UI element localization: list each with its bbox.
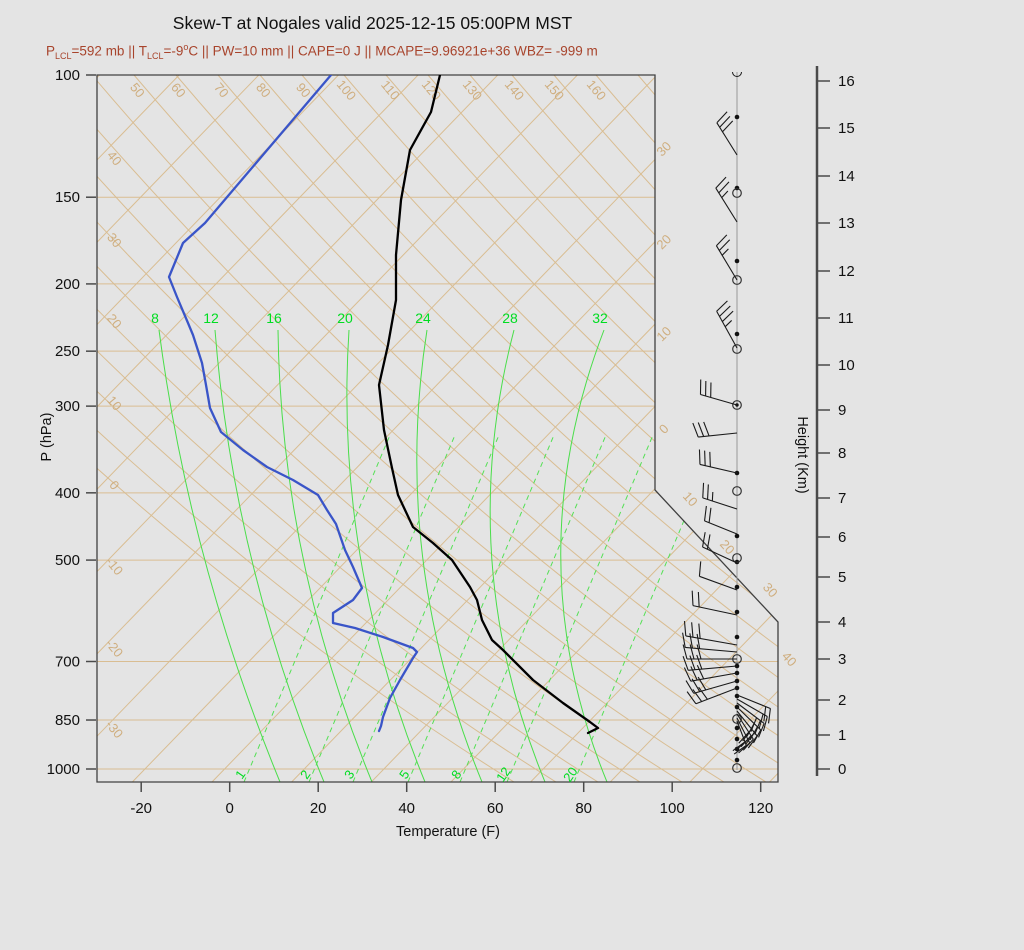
subtitle-seg2: =-9 bbox=[163, 43, 184, 59]
svg-text:2: 2 bbox=[838, 692, 846, 709]
svg-text:9: 9 bbox=[838, 402, 846, 419]
svg-text:32: 32 bbox=[592, 310, 608, 326]
subtitle-degree: o bbox=[183, 42, 189, 52]
svg-text:8: 8 bbox=[151, 310, 159, 326]
svg-text:-20: -20 bbox=[130, 800, 152, 817]
svg-text:20: 20 bbox=[653, 231, 674, 252]
svg-text:16: 16 bbox=[266, 310, 282, 326]
svg-text:120: 120 bbox=[419, 77, 444, 103]
svg-text:12: 12 bbox=[203, 310, 219, 326]
pressure-axis-title: P (hPa) bbox=[39, 412, 55, 462]
svg-text:100: 100 bbox=[660, 800, 685, 817]
height-axis-title: Height (Km) bbox=[794, 416, 810, 494]
svg-text:500: 500 bbox=[55, 552, 80, 569]
x-axis-title: Temperature (F) bbox=[396, 824, 500, 840]
svg-text:15: 15 bbox=[838, 120, 855, 137]
svg-text:24: 24 bbox=[415, 310, 431, 326]
svg-text:700: 700 bbox=[55, 653, 80, 670]
svg-text:-10: -10 bbox=[103, 554, 127, 578]
svg-text:0: 0 bbox=[106, 478, 122, 493]
svg-text:400: 400 bbox=[55, 485, 80, 502]
svg-text:140: 140 bbox=[502, 77, 527, 103]
svg-text:80: 80 bbox=[253, 80, 274, 101]
svg-text:10: 10 bbox=[838, 357, 855, 374]
svg-text:250: 250 bbox=[55, 343, 80, 360]
svg-text:7: 7 bbox=[838, 490, 846, 507]
svg-text:200: 200 bbox=[55, 276, 80, 293]
subtitle-seg3: C || PW=10 mm || CAPE=0 J || MCAPE=9.969… bbox=[188, 43, 598, 59]
svg-text:4: 4 bbox=[838, 614, 846, 631]
svg-text:110: 110 bbox=[378, 77, 403, 103]
svg-text:40: 40 bbox=[779, 649, 800, 670]
svg-text:13: 13 bbox=[838, 215, 855, 232]
svg-text:70: 70 bbox=[211, 80, 232, 101]
svg-text:12: 12 bbox=[838, 263, 855, 280]
svg-text:14: 14 bbox=[838, 168, 855, 185]
svg-text:120: 120 bbox=[748, 800, 773, 817]
subtitle-t-sub: LCL bbox=[146, 51, 164, 62]
svg-text:150: 150 bbox=[542, 77, 567, 103]
moisture-gridlines bbox=[158, 329, 721, 782]
svg-text:0: 0 bbox=[656, 421, 672, 437]
dewpoint-curve bbox=[167, 75, 419, 733]
svg-text:6: 6 bbox=[838, 529, 846, 546]
svg-text:28: 28 bbox=[502, 310, 518, 326]
svg-text:8: 8 bbox=[838, 445, 846, 462]
axis-ticks-labels: -20 0 20 40 60 80 100 1201001502002503004005007… bbox=[47, 67, 774, 817]
background-grid bbox=[97, 75, 778, 782]
svg-text:11: 11 bbox=[838, 310, 854, 327]
svg-text:300: 300 bbox=[55, 398, 80, 415]
sounding-profiles bbox=[167, 75, 600, 735]
svg-text:3: 3 bbox=[838, 651, 846, 668]
svg-text:10: 10 bbox=[680, 489, 701, 510]
svg-text:80: 80 bbox=[575, 800, 592, 817]
subtitle-p: P bbox=[46, 43, 56, 59]
temperature-curve bbox=[377, 75, 600, 735]
plot-frame bbox=[96, 74, 779, 783]
svg-text:40: 40 bbox=[398, 800, 415, 817]
svg-text:1000: 1000 bbox=[47, 761, 80, 778]
wind-barb-column bbox=[682, 71, 771, 773]
svg-text:20: 20 bbox=[310, 800, 327, 817]
svg-text:10: 10 bbox=[653, 323, 674, 344]
subtitle-seg1: =592 mb || T bbox=[71, 43, 147, 59]
svg-text:5: 5 bbox=[838, 569, 846, 586]
svg-text:60: 60 bbox=[487, 800, 504, 817]
svg-text:0: 0 bbox=[226, 800, 234, 817]
svg-text:40: 40 bbox=[104, 148, 125, 169]
svg-text:12: 12 bbox=[493, 764, 514, 784]
svg-text:-20: -20 bbox=[103, 636, 127, 660]
svg-text:30: 30 bbox=[760, 580, 781, 601]
svg-text:850: 850 bbox=[55, 712, 80, 729]
svg-text:20: 20 bbox=[560, 764, 581, 784]
svg-text:100: 100 bbox=[55, 67, 80, 84]
svg-text:30: 30 bbox=[653, 138, 674, 159]
chart-subtitle: PLCL=592 mb || TLCL=-9oC || PW=10 mm || … bbox=[46, 42, 598, 61]
svg-text:-30: -30 bbox=[103, 717, 127, 741]
svg-text:100: 100 bbox=[334, 77, 359, 103]
svg-text:20: 20 bbox=[337, 310, 353, 326]
svg-text:50: 50 bbox=[127, 80, 148, 101]
svg-text:0: 0 bbox=[838, 761, 846, 778]
svg-text:16: 16 bbox=[838, 73, 855, 90]
svg-text:150: 150 bbox=[55, 189, 80, 206]
svg-text:160: 160 bbox=[584, 77, 609, 103]
svg-text:1: 1 bbox=[838, 727, 846, 744]
svg-text:130: 130 bbox=[460, 77, 485, 103]
subtitle-p-sub: LCL bbox=[55, 51, 72, 62]
chart-title: Skew-T at Nogales valid 2025-12-15 05:00… bbox=[172, 13, 573, 33]
